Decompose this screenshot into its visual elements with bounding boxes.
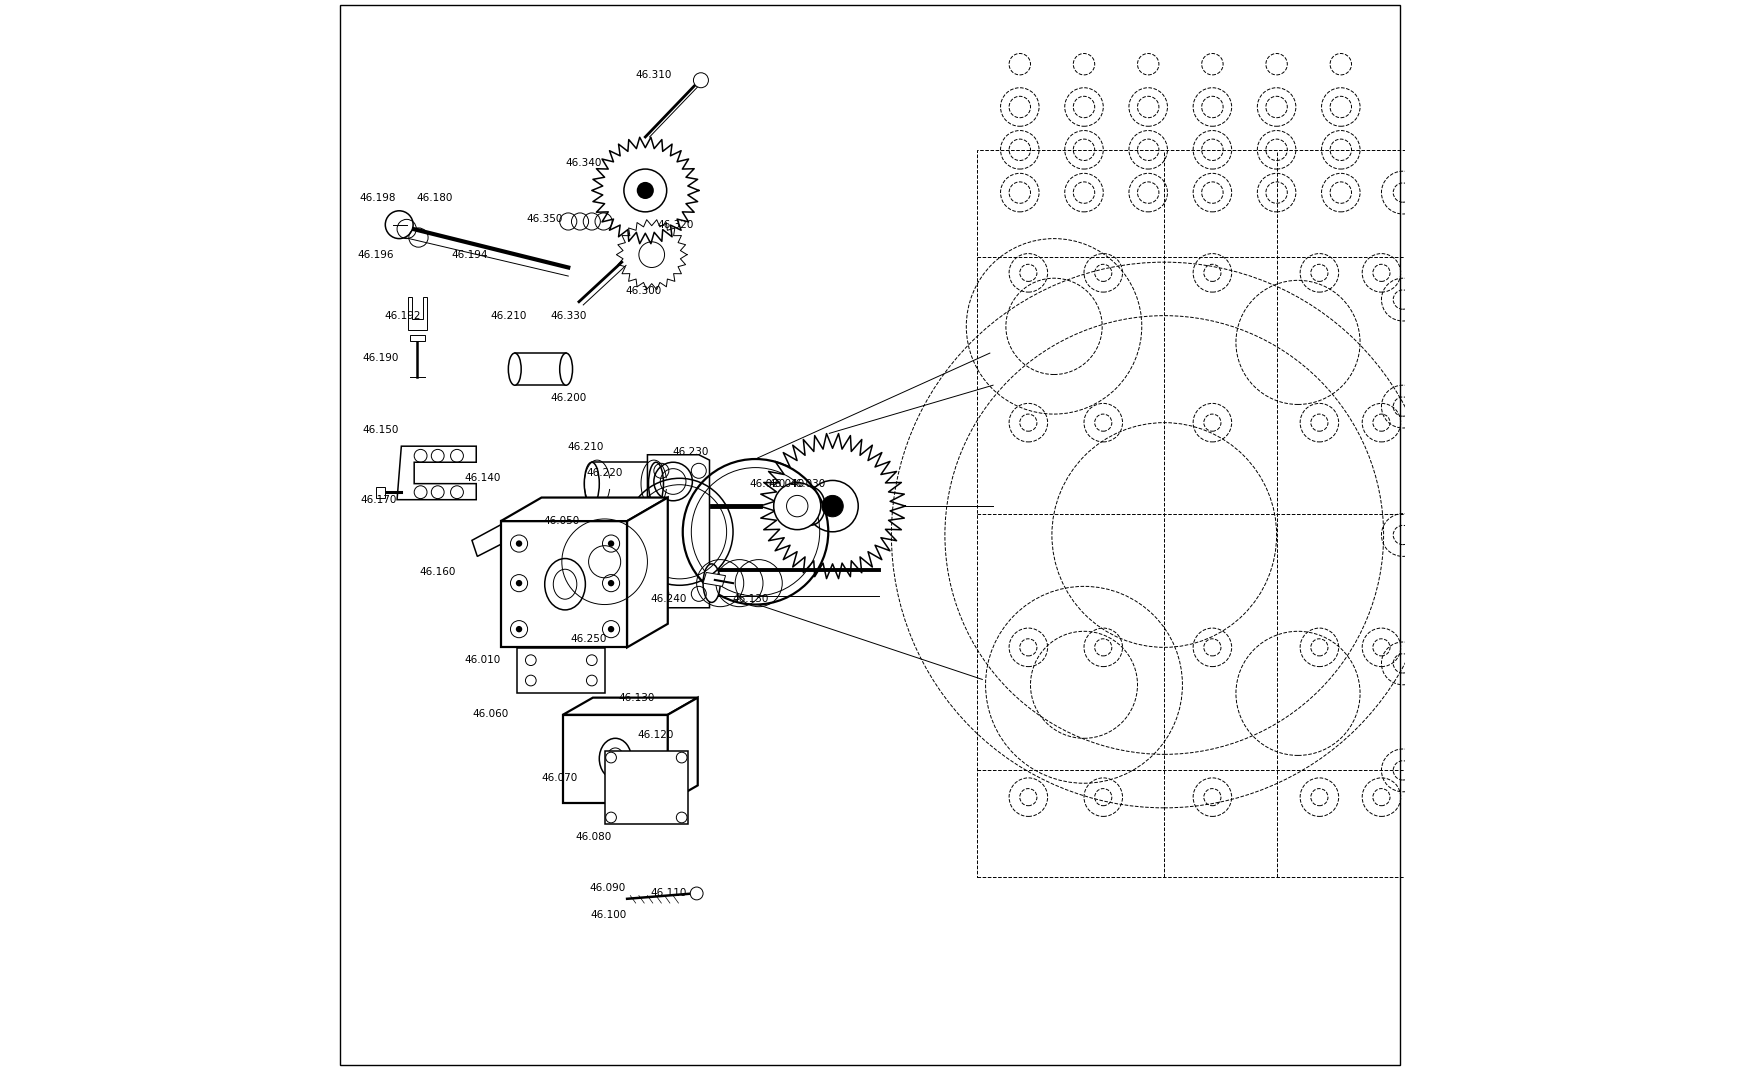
Text: 46.100: 46.100 — [591, 910, 626, 920]
Polygon shape — [501, 498, 668, 521]
Circle shape — [515, 540, 522, 547]
Text: 46.110: 46.110 — [650, 888, 687, 899]
Ellipse shape — [584, 462, 598, 505]
Text: 46.130: 46.130 — [617, 692, 654, 703]
Text: 46.070: 46.070 — [541, 773, 577, 783]
Text: 46.340: 46.340 — [565, 157, 602, 168]
Ellipse shape — [649, 462, 663, 505]
Text: 46.180: 46.180 — [416, 193, 452, 203]
Text: 46.250: 46.250 — [570, 633, 607, 644]
Circle shape — [607, 580, 614, 586]
Text: 46.140: 46.140 — [464, 473, 501, 484]
Text: 46.090: 46.090 — [590, 883, 626, 893]
Text: 46.240: 46.240 — [650, 594, 687, 605]
Polygon shape — [396, 446, 476, 500]
Text: 46.210: 46.210 — [567, 442, 603, 453]
Text: 46.130: 46.130 — [732, 594, 769, 605]
Text: 46.010: 46.010 — [464, 655, 501, 666]
Text: 46.170: 46.170 — [360, 494, 396, 505]
Ellipse shape — [560, 353, 572, 385]
Text: 46.060: 46.060 — [471, 708, 508, 719]
Text: 46.210: 46.210 — [490, 310, 527, 321]
Circle shape — [607, 626, 614, 632]
Circle shape — [636, 182, 654, 199]
Polygon shape — [471, 484, 696, 556]
Text: 46.350: 46.350 — [527, 214, 563, 225]
Circle shape — [694, 73, 708, 88]
Text: 46.200: 46.200 — [550, 393, 586, 403]
Circle shape — [543, 500, 666, 624]
Text: 46.230: 46.230 — [671, 446, 708, 457]
Bar — [516, 648, 603, 693]
Text: 46.020: 46.020 — [750, 478, 784, 489]
Polygon shape — [626, 498, 668, 647]
Ellipse shape — [703, 564, 720, 602]
Text: 46.220: 46.220 — [586, 468, 623, 478]
Polygon shape — [668, 698, 697, 802]
Text: 46.194: 46.194 — [452, 249, 487, 260]
Bar — [976, 150, 1403, 877]
Polygon shape — [563, 698, 697, 715]
Bar — [376, 487, 384, 498]
Text: 46.330: 46.330 — [550, 310, 586, 321]
Circle shape — [515, 626, 522, 632]
Text: 46.310: 46.310 — [635, 70, 671, 80]
Text: 46.050: 46.050 — [543, 516, 579, 526]
Bar — [410, 335, 424, 341]
Polygon shape — [703, 572, 725, 586]
Circle shape — [607, 540, 614, 547]
Bar — [501, 521, 626, 647]
Text: 46.150: 46.150 — [363, 425, 398, 435]
Bar — [515, 353, 565, 385]
Bar — [563, 715, 668, 802]
Text: 46.320: 46.320 — [657, 219, 694, 230]
Text: 46.300: 46.300 — [624, 286, 661, 296]
Circle shape — [384, 211, 412, 239]
Circle shape — [515, 580, 522, 586]
Polygon shape — [647, 455, 710, 608]
Text: 46.190: 46.190 — [363, 353, 398, 364]
Circle shape — [821, 495, 843, 517]
Ellipse shape — [508, 353, 522, 385]
Circle shape — [774, 483, 821, 530]
Bar — [591, 462, 656, 505]
Text: 46.120: 46.120 — [638, 730, 673, 740]
Text: 46.192: 46.192 — [384, 310, 421, 321]
Text: 46.030: 46.030 — [790, 478, 826, 489]
Circle shape — [690, 887, 703, 900]
Text: 46.040: 46.040 — [769, 478, 803, 489]
Polygon shape — [407, 297, 426, 330]
Text: 46.196: 46.196 — [356, 249, 393, 260]
Text: 46.160: 46.160 — [419, 567, 456, 578]
Bar — [603, 751, 687, 824]
Text: 46.198: 46.198 — [360, 193, 396, 203]
Text: 46.080: 46.080 — [576, 831, 612, 842]
